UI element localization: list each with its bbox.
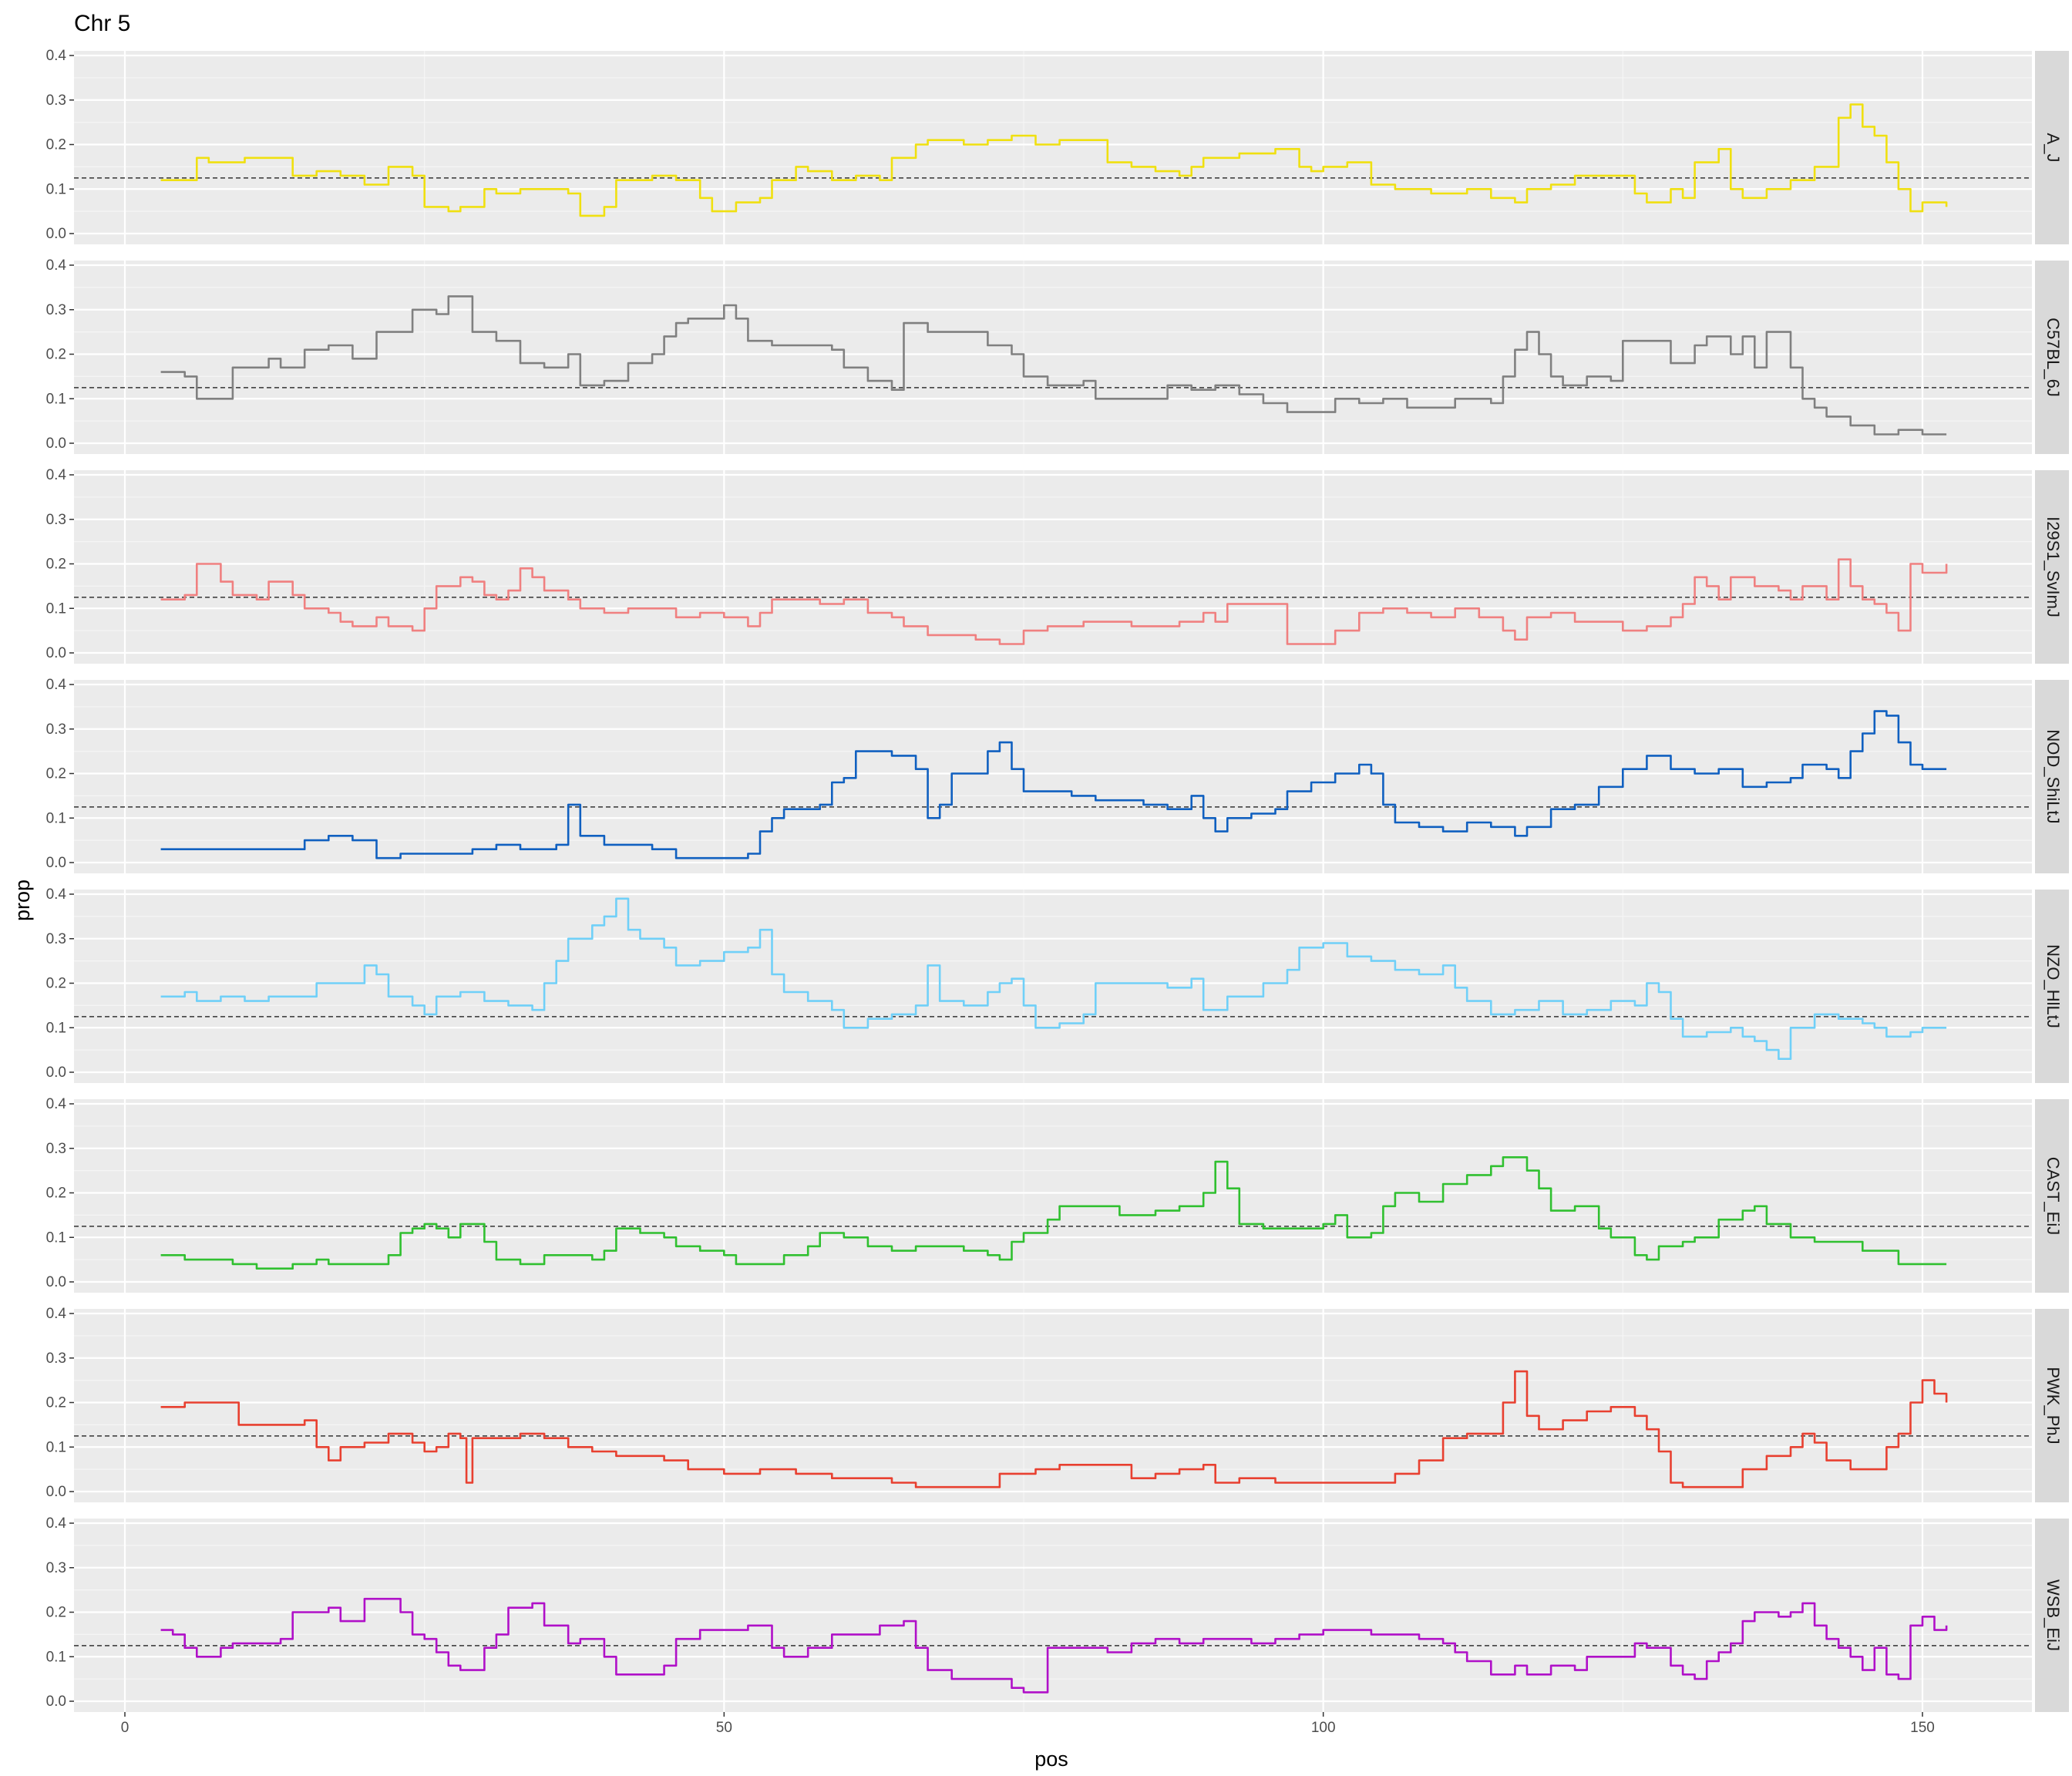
series-line-C57BL_6J [160, 295, 1947, 436]
y-tick-label: 0.1 [46, 1229, 66, 1246]
y-axis-title: prop [11, 880, 34, 921]
y-tick-label: 0.2 [46, 137, 66, 153]
y-tick-label: 0.3 [46, 722, 66, 738]
facet-strip [2035, 680, 2069, 873]
panel-background [74, 470, 2032, 664]
y-tick-label: 0.3 [46, 1350, 66, 1367]
y-tick-label: 0.1 [46, 1020, 66, 1036]
y-tick-label: 0.4 [46, 257, 67, 274]
facet-strip [2035, 470, 2069, 664]
facet-strip-label: NOD_ShiLtJ [2043, 729, 2063, 823]
facet-panel-NZO_HlLtJ: 0.0 0.1 0.2 0.3 0.4 NZO_HlLtJ [46, 886, 2069, 1083]
facet-strip-label: WSB_EiJ [2043, 1579, 2063, 1651]
facet-panels: 0.0 0.1 0.2 0.3 0.4 A_J 0.0 0.1 0.2 0.3 0.4 C57BL_6… [46, 48, 2069, 1712]
series-line-I29S1_SvImJ [160, 558, 1948, 645]
y-tick-label: 0.2 [46, 557, 66, 573]
facet-panel-C57BL_6J: 0.0 0.1 0.2 0.3 0.4 C57BL_6J [46, 257, 2069, 454]
panel-background [74, 890, 2032, 1083]
facet-strip [2035, 51, 2069, 244]
panel-background [74, 1519, 2032, 1712]
panel-background [74, 261, 2032, 454]
facet-panel-I29S1_SvImJ: 0.0 0.1 0.2 0.3 0.4 I29S1_SvImJ [46, 467, 2069, 664]
y-tick-label: 0.0 [46, 1065, 66, 1081]
panel-background [74, 680, 2032, 873]
series-line-WSB_EiJ [160, 1597, 1948, 1694]
facet-strip-label: CAST_EiJ [2043, 1157, 2063, 1235]
panel-background [74, 1099, 2032, 1293]
x-tick-label: 150 [1910, 1720, 1935, 1736]
facet-strip-label: A_J [2043, 133, 2063, 163]
y-tick-label: 0.1 [46, 391, 66, 407]
x-tick-label: 0 [121, 1720, 130, 1736]
y-tick-label: 0.0 [46, 1274, 66, 1290]
y-tick-label: 0.2 [46, 1395, 66, 1411]
facet-strip [2035, 1309, 2069, 1502]
y-tick-label: 0.1 [46, 1649, 66, 1665]
y-tick-label: 0.4 [46, 1096, 67, 1112]
facet-panel-A_J: 0.0 0.1 0.2 0.3 0.4 A_J [46, 48, 2069, 244]
y-tick-label: 0.2 [46, 347, 66, 363]
y-tick-label: 0.3 [46, 931, 66, 947]
y-tick-label: 0.3 [46, 512, 66, 528]
y-tick-label: 0.2 [46, 766, 66, 782]
y-tick-label: 0.4 [46, 677, 67, 693]
y-tick-label: 0.4 [46, 886, 67, 903]
x-tick-label: 50 [716, 1720, 732, 1736]
y-tick-label: 0.0 [46, 436, 66, 452]
series-line-NZO_HlLtJ [160, 897, 1947, 1060]
y-tick-label: 0.4 [46, 1306, 67, 1322]
y-tick-label: 0.3 [46, 92, 66, 109]
facet-panel-PWK_PhJ: 0.0 0.1 0.2 0.3 0.4 PWK_PhJ [46, 1306, 2069, 1502]
x-tick-label: 100 [1311, 1720, 1336, 1736]
series-line-CAST_EiJ [160, 1156, 1947, 1270]
y-tick-label: 0.2 [46, 976, 66, 992]
facet-strip-label: I29S1_SvImJ [2043, 516, 2063, 617]
series-line-NOD_ShiLtJ [160, 710, 1947, 859]
x-axis-title: pos [1034, 1747, 1068, 1771]
y-tick-label: 0.2 [46, 1186, 66, 1202]
y-tick-label: 0.1 [46, 810, 66, 826]
facet-strip [2035, 1099, 2069, 1293]
facet-strip-label: NZO_HlLtJ [2043, 944, 2063, 1028]
facet-panel-WSB_EiJ: 0.0 0.1 0.2 0.3 0.4 WSB_EiJ [46, 1515, 2069, 1712]
series-line-A_J [160, 103, 1948, 217]
facet-strip-label: C57BL_6J [2043, 318, 2063, 397]
y-tick-label: 0.2 [46, 1605, 66, 1621]
y-tick-label: 0.0 [46, 855, 66, 871]
y-tick-label: 0.0 [46, 1694, 66, 1710]
y-tick-label: 0.3 [46, 1560, 66, 1576]
y-tick-label: 0.1 [46, 181, 66, 197]
facet-panel-NOD_ShiLtJ: 0.0 0.1 0.2 0.3 0.4 NOD_ShiLtJ [46, 677, 2069, 873]
chart-title: Chr 5 [74, 11, 130, 36]
y-tick-label: 0.3 [46, 1141, 66, 1157]
facet-strip [2035, 261, 2069, 454]
y-tick-label: 0.4 [46, 1515, 67, 1532]
panel-background [74, 51, 2032, 244]
facet-strip [2035, 890, 2069, 1083]
y-tick-label: 0.4 [46, 467, 67, 483]
facet-strip-label: PWK_PhJ [2043, 1367, 2063, 1444]
y-tick-label: 0.0 [46, 1484, 66, 1500]
y-tick-label: 0.1 [46, 1439, 66, 1455]
x-axis: 0 50 100 150 [121, 1712, 1935, 1736]
series-line-PWK_PhJ [160, 1370, 1948, 1488]
y-tick-label: 0.1 [46, 600, 66, 617]
y-tick-label: 0.0 [46, 226, 66, 242]
facet-strip [2035, 1519, 2069, 1712]
facet-panel-CAST_EiJ: 0.0 0.1 0.2 0.3 0.4 CAST_EiJ [46, 1096, 2069, 1293]
panel-background [74, 1309, 2032, 1502]
y-tick-label: 0.3 [46, 302, 66, 318]
y-tick-label: 0.4 [46, 48, 67, 64]
y-tick-label: 0.0 [46, 645, 66, 661]
